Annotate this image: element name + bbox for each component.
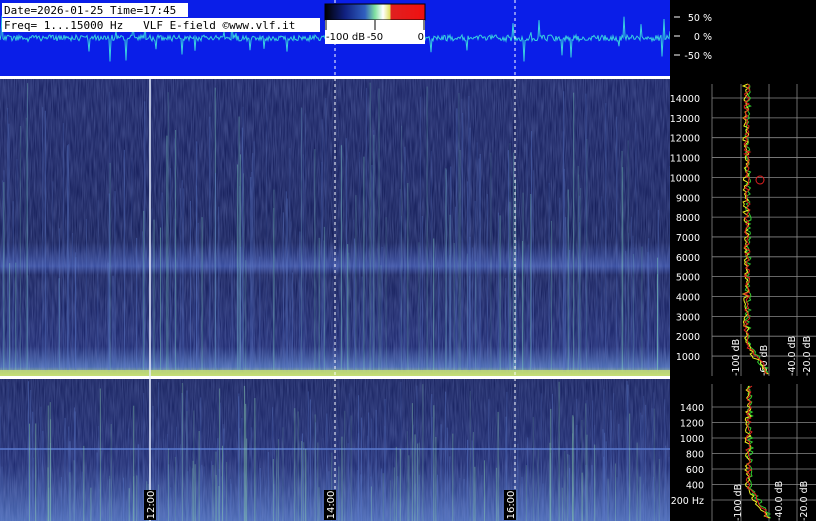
zoom-db-label: -20.0 dB [799, 481, 810, 521]
side-panel [670, 0, 816, 521]
header-box [2, 18, 320, 32]
separator [0, 376, 670, 379]
freq-label: 9000 [676, 193, 700, 204]
time-label-bg [324, 490, 336, 520]
zoom-freq-label: 1200 [680, 419, 704, 430]
freq-label: 12000 [670, 134, 700, 145]
db-label: -20.0 dB [802, 336, 813, 376]
time-label: 14:00 [326, 491, 337, 520]
freq-label: 5000 [676, 273, 700, 284]
freq-label: 7000 [676, 233, 700, 244]
db-label: -40.0 dB [787, 336, 798, 376]
freq-label: 3000 [676, 312, 700, 323]
zoom-freq-label: 1000 [680, 434, 704, 445]
zoom-freq-label: 400 [686, 481, 704, 492]
colorbar-label: -50 [367, 32, 383, 43]
db-label: -100 dB [731, 339, 742, 376]
zoom-freq-label: 800 [686, 450, 704, 461]
time-markers [334, 0, 516, 521]
streaks [1, 82, 671, 372]
zoom-db-label: -100 dB [733, 484, 744, 521]
header-box [2, 3, 188, 17]
header-info: Freq= 1...15000 Hz VLF E-field ©www.vlf.… [4, 19, 295, 32]
time-label: 16:00 [506, 491, 517, 520]
freq-label: 14000 [670, 94, 700, 105]
colorbar-ticks [325, 20, 425, 30]
freq-label: 11000 [670, 154, 700, 165]
spectrum-trace [742, 83, 768, 375]
zoom-freq-label: 1400 [680, 403, 704, 414]
header-datetime: Date=2026-01-25 Time=17:45 [4, 4, 176, 17]
zoom-db-label: -40.0 dB [774, 481, 785, 521]
spectrum-trace [745, 385, 769, 519]
freq-label: 2000 [676, 332, 700, 343]
freq-label: 1000 [676, 352, 700, 363]
freq-label: 13000 [670, 114, 700, 125]
waveform-axis-label: 50 % [688, 13, 712, 24]
separator [0, 76, 670, 79]
freq-label: 6000 [676, 253, 700, 264]
time-label-bg [144, 490, 156, 520]
zoom-freq-label: 200 Hz [671, 496, 704, 507]
spectrum-trace [745, 385, 771, 519]
time-label: 12:00 [146, 491, 157, 520]
freq-label: 8000 [676, 213, 700, 224]
time-label-bg [504, 490, 516, 520]
freq-label: 10000 [670, 173, 700, 184]
colorbar-label: -100 dB [326, 32, 365, 43]
db-label: -60 dB [759, 345, 770, 376]
waveform-axis-label: 0 % [694, 32, 712, 43]
freq-label: 4000 [676, 293, 700, 304]
spectrum-peak [755, 175, 765, 185]
zoom-freq-label: 600 [686, 465, 704, 476]
colorbar-label: 0 [418, 32, 424, 43]
colorbar [324, 3, 426, 21]
waveform-axis-label: -50 % [684, 51, 712, 62]
